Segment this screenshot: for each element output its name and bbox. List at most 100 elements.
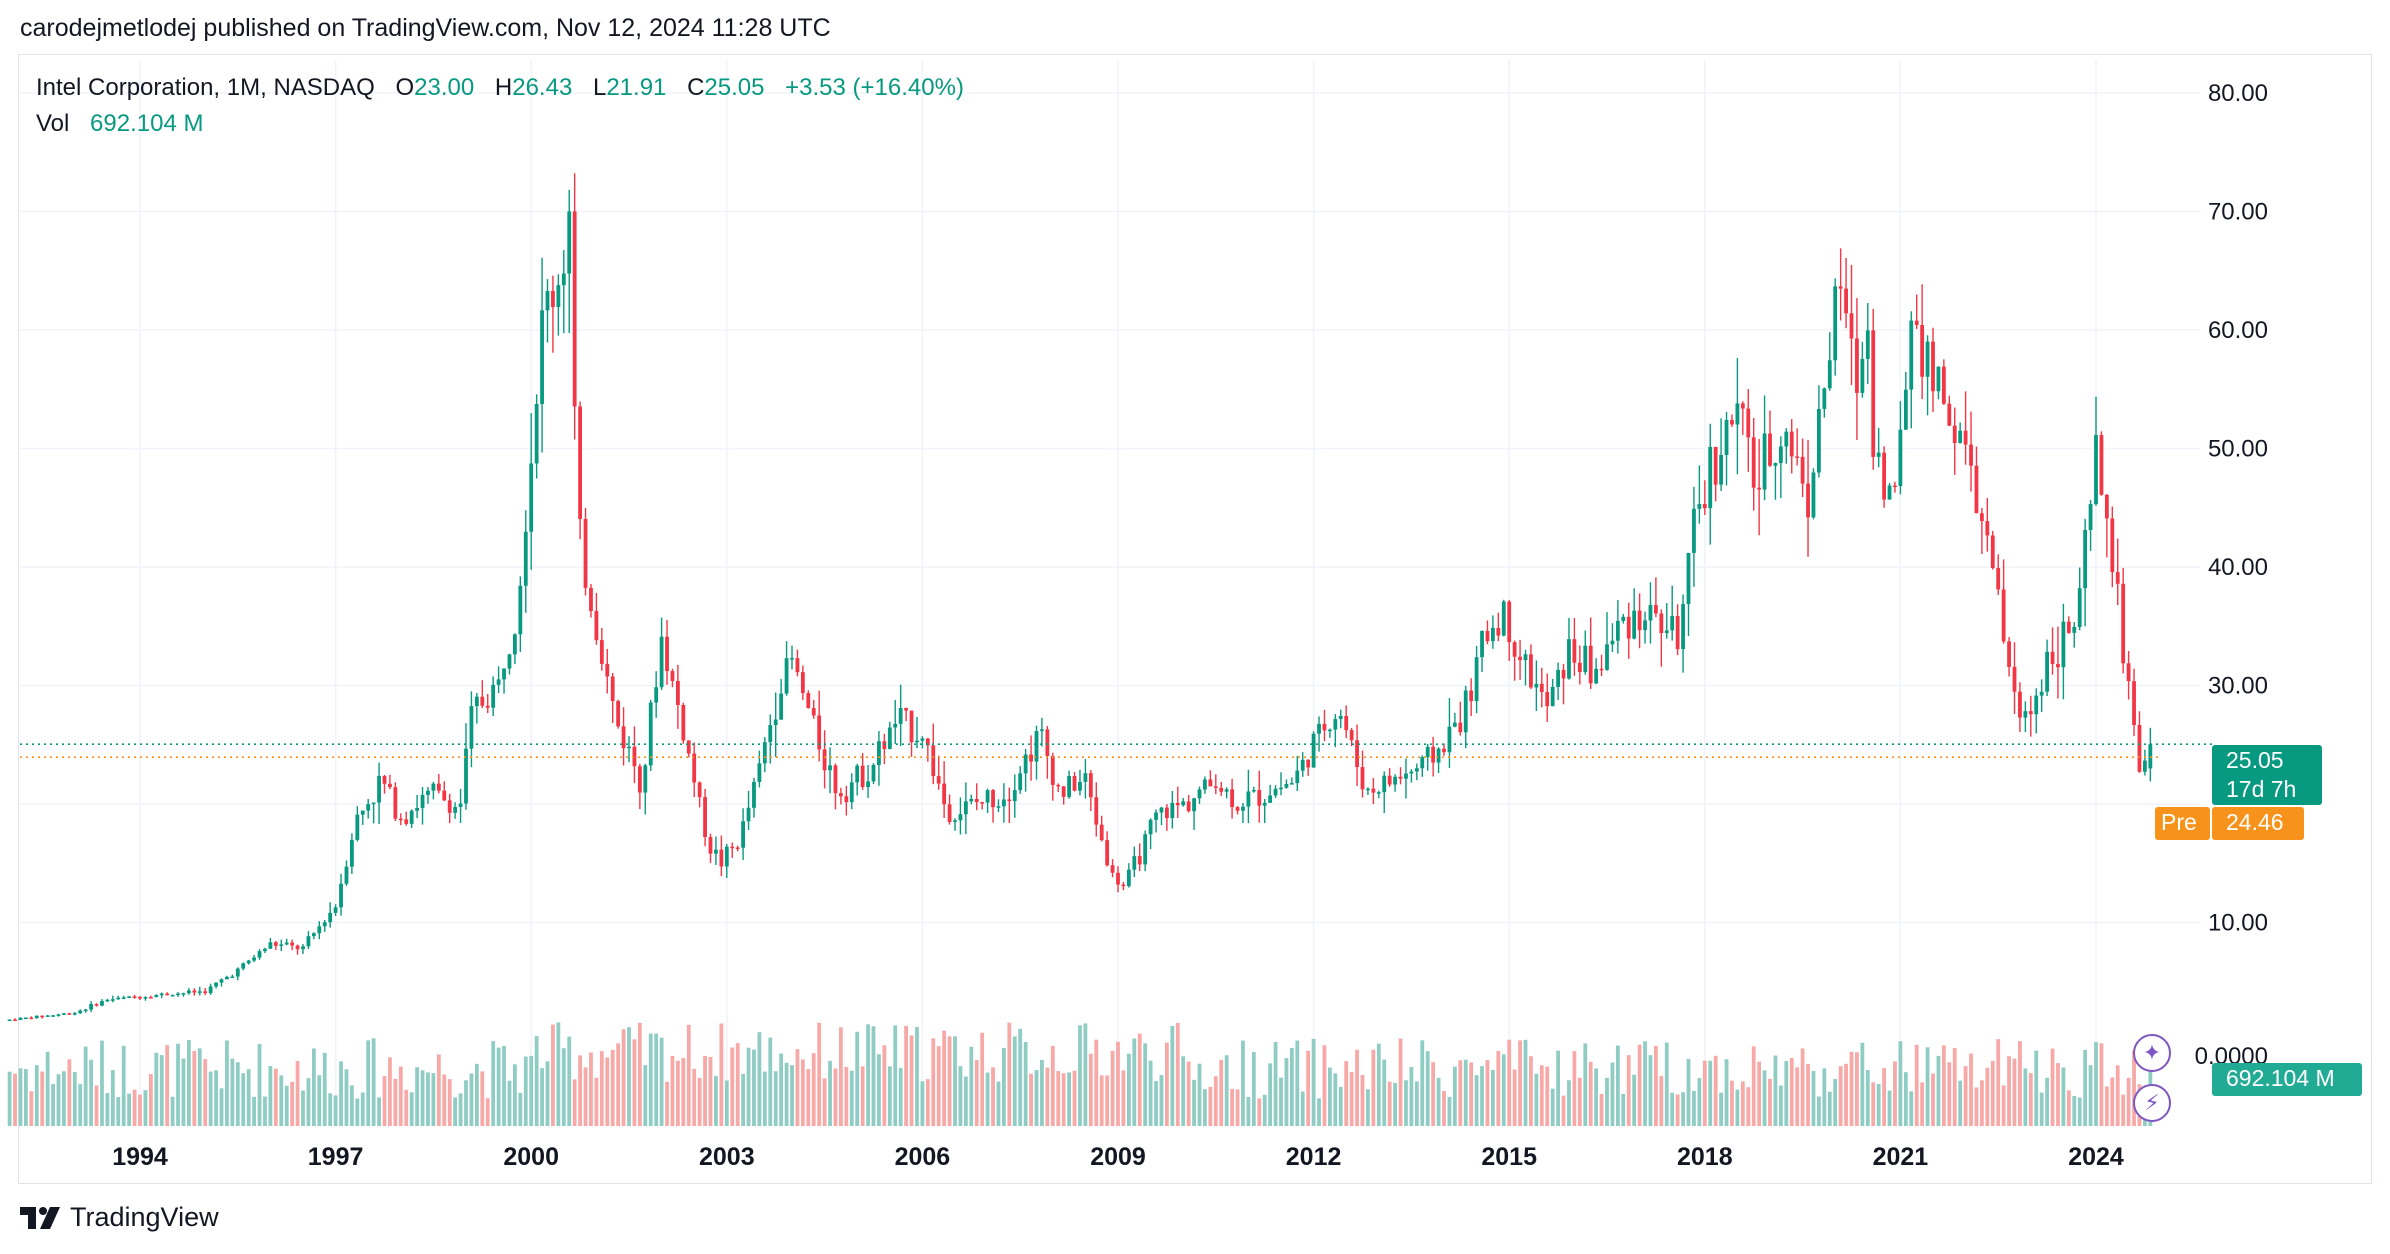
volume-bar — [1311, 1038, 1316, 1126]
candle-body — [1860, 358, 1865, 393]
candle-body — [1029, 754, 1033, 762]
candle-body — [62, 1013, 66, 1015]
volume-bar — [779, 1053, 784, 1126]
candle-body — [1284, 783, 1289, 788]
candle-body — [958, 814, 963, 821]
candle-body — [219, 979, 224, 983]
volume-bar — [170, 1096, 175, 1126]
candle-body — [578, 406, 583, 519]
volume-bar — [1784, 1061, 1789, 1126]
candle-body — [1083, 773, 1088, 782]
symbol-title: Intel Corporation, 1M, NASDAQ — [36, 74, 375, 101]
candle-body — [844, 796, 849, 803]
volume-bar — [1230, 1089, 1235, 1126]
volume-bar — [1827, 1091, 1832, 1126]
candle-body — [197, 991, 202, 993]
candle-body — [1126, 869, 1131, 887]
candle-body — [1224, 789, 1229, 792]
candle-body — [252, 957, 257, 961]
volume-bar — [1556, 1050, 1561, 1126]
volume-bar — [1078, 1025, 1082, 1126]
volume-bar — [1990, 1060, 1995, 1126]
volume-bar — [1778, 1085, 1783, 1126]
candle-body — [654, 687, 659, 703]
candle-body — [648, 702, 653, 766]
price-axis[interactable]: 10.0030.0040.0050.0060.0070.0080.000.000… — [2195, 80, 2268, 1070]
candle-body — [1887, 485, 1892, 500]
candle-body — [78, 1010, 83, 1014]
volume-bar — [377, 1097, 381, 1126]
volume-bar — [453, 1097, 458, 1126]
volume-bar — [1327, 1067, 1332, 1126]
candle-body — [795, 658, 800, 673]
volume-bar — [1572, 1051, 1577, 1126]
candle-body — [1436, 748, 1441, 763]
candle-body — [1762, 433, 1767, 490]
candle-body — [1816, 408, 1821, 473]
time-tick-label: 2000 — [503, 1143, 559, 1171]
candle-body — [317, 926, 322, 934]
time-axis[interactable]: 1994 1997 2000 2003 2006 2009 2012 2015 2018 2021… — [112, 1143, 2124, 1171]
candle-body — [72, 1013, 77, 1015]
volume-bar — [219, 1088, 224, 1126]
volume-bar — [1773, 1055, 1778, 1126]
volume-bar — [621, 1029, 626, 1126]
candle-body — [469, 706, 474, 749]
candle-body — [855, 765, 860, 783]
volume-bar — [436, 1054, 441, 1126]
candle-body — [1110, 865, 1115, 873]
volume-bar — [1664, 1042, 1669, 1126]
candle-body — [784, 658, 789, 694]
candle-body — [692, 753, 697, 783]
candle-body — [643, 765, 648, 793]
volume-bar — [1105, 1075, 1110, 1126]
volume-bar — [2132, 1050, 2136, 1126]
sparkle-icon[interactable]: ✦ — [2133, 1034, 2171, 1072]
volume-bar — [7, 1071, 12, 1126]
volume-tag: 692.104 M — [2212, 1063, 2362, 1096]
volume-bar — [203, 1059, 208, 1126]
volume-bar — [1529, 1056, 1533, 1126]
candle-body — [360, 810, 365, 815]
candle-body — [1751, 437, 1756, 488]
candle-body — [382, 775, 387, 784]
volume-bar — [887, 1066, 892, 1126]
volume-bar — [1849, 1051, 1854, 1126]
publisher-line: carodejmetlodej published on TradingView… — [20, 14, 831, 42]
volume-bar — [1126, 1053, 1131, 1126]
candle-body — [1398, 776, 1403, 779]
lightning-icon[interactable]: ⚡ — [2133, 1084, 2171, 1122]
volume-bar — [1213, 1076, 1218, 1126]
volume-bar — [1496, 1050, 1501, 1126]
footer-logo[interactable]: TradingView — [20, 1202, 219, 1233]
candle-body — [936, 776, 941, 784]
candle-body — [741, 821, 746, 848]
volume-bar — [898, 1068, 903, 1126]
candle-body — [1735, 403, 1740, 425]
volume-bar — [637, 1022, 642, 1126]
candle-body — [898, 708, 903, 724]
volume-bar — [431, 1073, 436, 1126]
volume-bar — [23, 1069, 28, 1126]
volume-bar — [366, 1040, 371, 1126]
candle-body — [186, 990, 191, 994]
volume-bar — [1088, 1053, 1093, 1126]
candle-body — [1740, 403, 1745, 409]
volume-bar — [1040, 1059, 1044, 1126]
candle-body — [458, 803, 463, 808]
volume-bar — [1349, 1071, 1354, 1126]
volume-bar — [2104, 1086, 2109, 1126]
legend-ohlc-row: Intel Corporation, 1M, NASDAQ O23.00 H26… — [36, 70, 964, 106]
candle-body — [1876, 452, 1881, 457]
candle-body — [969, 798, 974, 802]
candle-body — [1338, 715, 1343, 720]
candle-body — [1643, 620, 1647, 631]
volume-bar — [768, 1037, 773, 1126]
symbol-legend[interactable]: Intel Corporation, 1M, NASDAQ O23.00 H26… — [36, 70, 964, 142]
price-lines — [20, 743, 2212, 758]
candle-body — [2066, 621, 2071, 633]
volume-bar — [1366, 1089, 1370, 1126]
volume-bar — [969, 1046, 974, 1126]
volume-bar — [1713, 1055, 1718, 1126]
